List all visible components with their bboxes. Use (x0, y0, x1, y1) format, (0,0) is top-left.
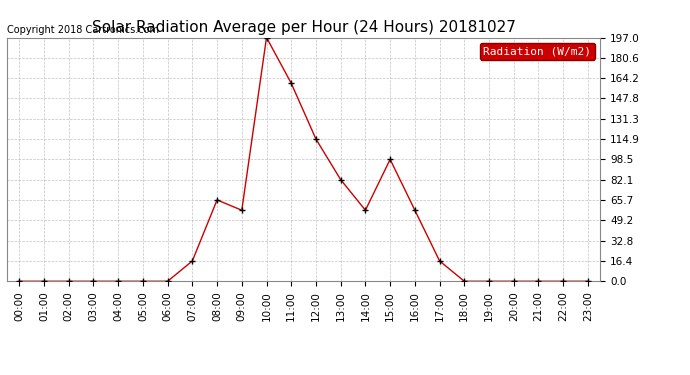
Text: Copyright 2018 Cartronics.com: Copyright 2018 Cartronics.com (7, 25, 159, 35)
Legend: Radiation (W/m2): Radiation (W/m2) (480, 43, 595, 60)
Title: Solar Radiation Average per Hour (24 Hours) 20181027: Solar Radiation Average per Hour (24 Hou… (92, 20, 515, 35)
